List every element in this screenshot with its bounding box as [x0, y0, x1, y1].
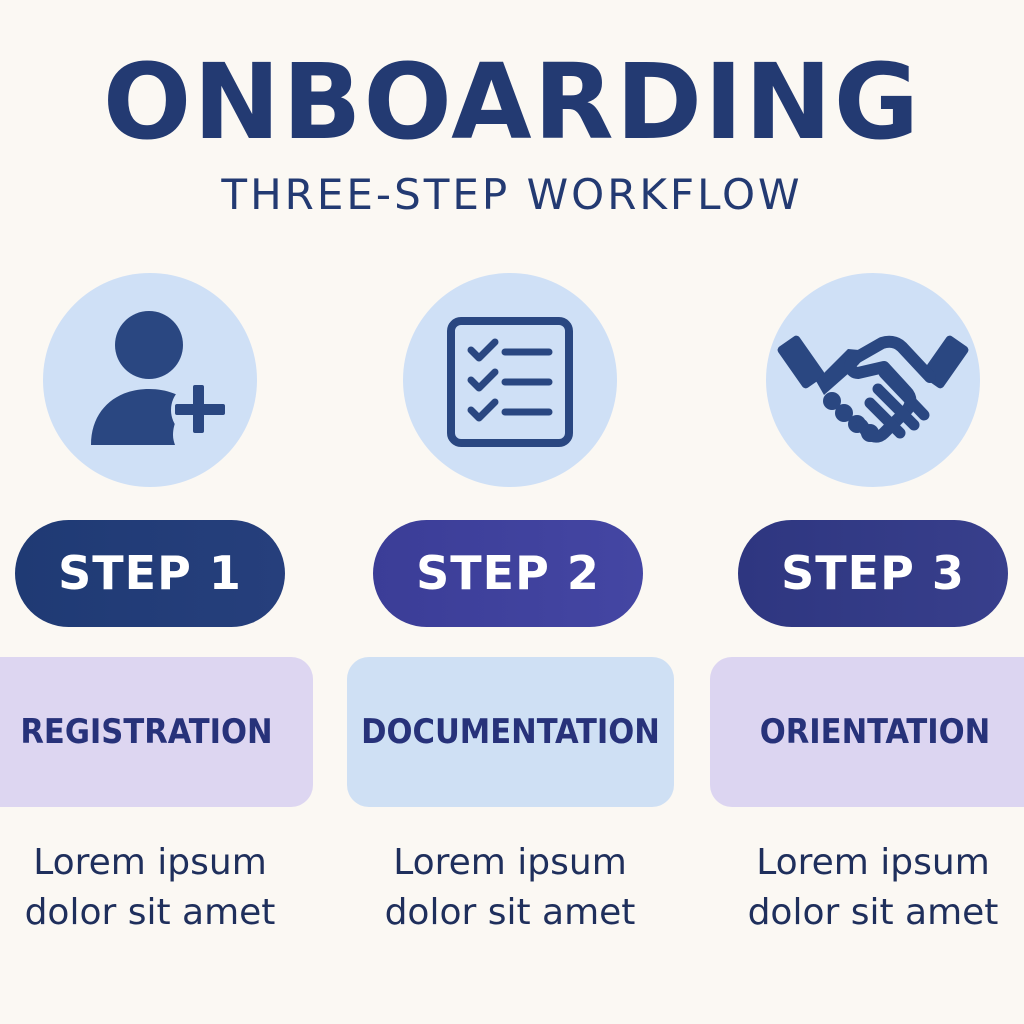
step-2: STEP 2 DOCUMENTATION Lorem ipsum dolor s… [340, 0, 680, 1024]
step-1-description: Lorem ipsum dolor sit amet [0, 838, 320, 938]
page-title: ONBOARDING [102, 41, 922, 163]
page-subtitle: THREE-STEP WORKFLOW [221, 170, 803, 219]
checklist-icon [403, 273, 617, 487]
handshake-icon [766, 273, 980, 487]
step-3-description-line-1: Lorem ipsum [756, 842, 990, 883]
step-2-description-line-2: dolor sit amet [384, 892, 636, 933]
step-1-label: REGISTRATION [0, 657, 313, 807]
step-3-pill: STEP 3 [738, 520, 1008, 627]
step-3: STEP 3 ORIENTATION Lorem ipsum dolor sit… [703, 0, 1024, 1024]
step-3-description: Lorem ipsum dolor sit amet [703, 838, 1024, 938]
step-3-label: ORIENTATION [710, 657, 1024, 807]
step-2-description: Lorem ipsum dolor sit amet [340, 838, 680, 938]
add-user-icon [43, 273, 257, 487]
step-1: STEP 1 REGISTRATION Lorem ipsum dolor si… [0, 0, 320, 1024]
step-2-description-line-1: Lorem ipsum [393, 842, 627, 883]
step-1-description-line-2: dolor sit amet [24, 892, 276, 933]
step-1-pill: STEP 1 [15, 520, 285, 627]
step-2-pill: STEP 2 [373, 520, 643, 627]
step-3-description-line-2: dolor sit amet [747, 892, 999, 933]
step-1-description-line-1: Lorem ipsum [33, 842, 267, 883]
step-2-label: DOCUMENTATION [347, 657, 674, 807]
